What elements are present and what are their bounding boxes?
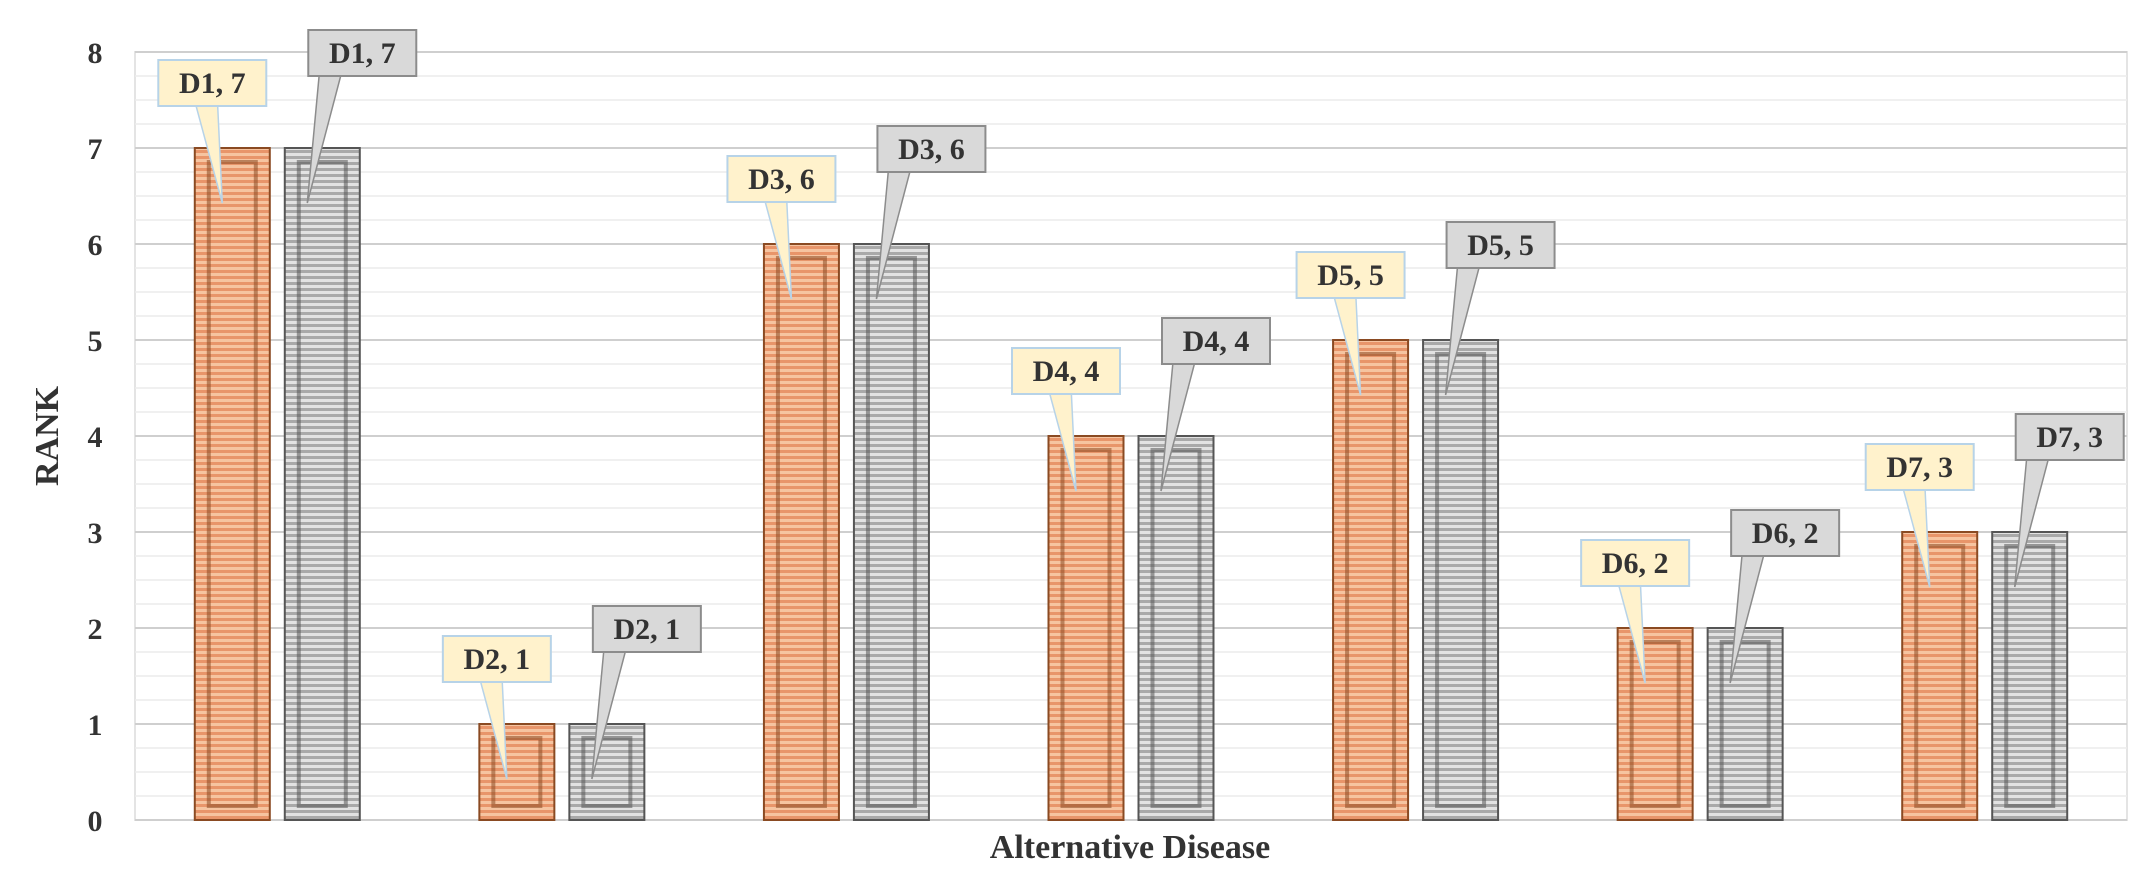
label-box [1864,443,1975,491]
label-box [726,155,837,203]
label-text: D6, 2 [1602,547,1669,580]
bar-bevel [775,256,827,808]
bar [1616,627,1694,821]
data-label: D3, 6 [726,155,837,300]
data-label: D4, 4 [1011,347,1121,492]
bar [1991,531,2069,821]
y-tick-label: 4 [88,421,103,454]
bar-bevel [581,736,633,808]
label-text: D6, 2 [1752,517,1819,550]
label-box [307,29,418,77]
bar-body [1706,627,1784,821]
x-axis-title: Alternative Disease [990,829,1270,866]
bar-bevel [296,160,348,808]
bar [852,243,930,821]
data-label: D1, 7 [306,29,418,204]
data-label: D6, 2 [1729,509,1841,684]
data-label: D1, 7 [157,59,268,204]
label-box [1445,221,1556,269]
data-label: D2, 1 [441,635,552,780]
data-label: D2, 1 [591,605,702,780]
bar [1422,339,1500,821]
data-label: D4, 4 [1160,317,1271,492]
bar [283,147,361,821]
data-label: D5, 5 [1295,251,1406,396]
y-tick-label: 1 [88,709,103,742]
bar-body [1332,339,1410,821]
label-box [441,635,552,683]
bar-bevel [1629,640,1681,808]
label-text: D2, 1 [614,613,681,646]
bar-body [852,243,930,821]
data-label: D7, 3 [1864,443,1975,588]
y-tick-label: 2 [88,613,103,646]
label-text: D7, 3 [2036,421,2103,454]
bar-bevel [865,256,917,808]
bar-bevel [2004,544,2056,808]
label-box [1011,347,1121,395]
label-text: D2, 1 [464,643,531,676]
bar [762,243,840,821]
grid-lines [135,51,2127,821]
label-box [2014,413,2125,461]
y-axis-ticks: 0 1 2 3 4 5 6 7 8 [88,37,103,838]
bar-bevel [1435,352,1487,808]
bars [193,147,2069,821]
label-box [876,125,987,173]
label-text: D3, 6 [748,163,815,196]
label-box [157,59,268,107]
bar-body [193,147,271,821]
bar-bevel [1719,640,1771,808]
label-box [1730,509,1841,557]
y-tick-label: 5 [88,325,103,358]
bar [1047,435,1125,821]
y-tick-label: 3 [88,517,103,550]
data-label: D6, 2 [1580,539,1691,684]
bar-body [1616,627,1694,821]
label-text: D5, 5 [1317,259,1384,292]
bar-body [1991,531,2069,821]
bar-bevel [1060,448,1112,808]
data-label: D7, 3 [2013,413,2125,588]
y-tick-label: 8 [88,37,103,70]
y-tick-label: 0 [88,805,103,838]
label-box [1161,317,1271,365]
bar [1901,531,1979,821]
bar-bevel [491,736,543,808]
y-tick-label: 6 [88,229,103,262]
label-text: D3, 6 [898,133,965,166]
y-tick-label: 7 [88,133,103,166]
bar-bevel [1914,544,1966,808]
bar-body [283,147,361,821]
data-label: D3, 6 [875,125,987,300]
bar [568,723,646,821]
bar-body [762,243,840,821]
label-text: D4, 4 [1183,325,1250,358]
bar [1137,435,1215,821]
label-text: D5, 5 [1467,229,1534,262]
label-text: D4, 4 [1033,355,1100,388]
y-axis-title: RANK [29,385,66,486]
bar-body [1137,435,1215,821]
bar-bevel [1345,352,1397,808]
bar [193,147,271,821]
label-box [591,605,702,653]
label-text: D1, 7 [329,37,396,70]
label-box [1295,251,1406,299]
bar [1706,627,1784,821]
label-text: D7, 3 [1886,451,1953,484]
data-label: D5, 5 [1444,221,1556,396]
bar [1332,339,1410,821]
bar-body [1047,435,1125,821]
bar-body [1901,531,1979,821]
data-labels: D1, 7 D1, 7 D2, 1 D2, 1 D3, 6 D3, 6 D4, 4 D4, 4… [157,29,2125,780]
bar-bevel [1150,448,1202,808]
bar [478,723,556,821]
bar-body [1422,339,1500,821]
bar-bevel [206,160,258,808]
label-text: D1, 7 [179,67,246,100]
label-box [1580,539,1691,587]
